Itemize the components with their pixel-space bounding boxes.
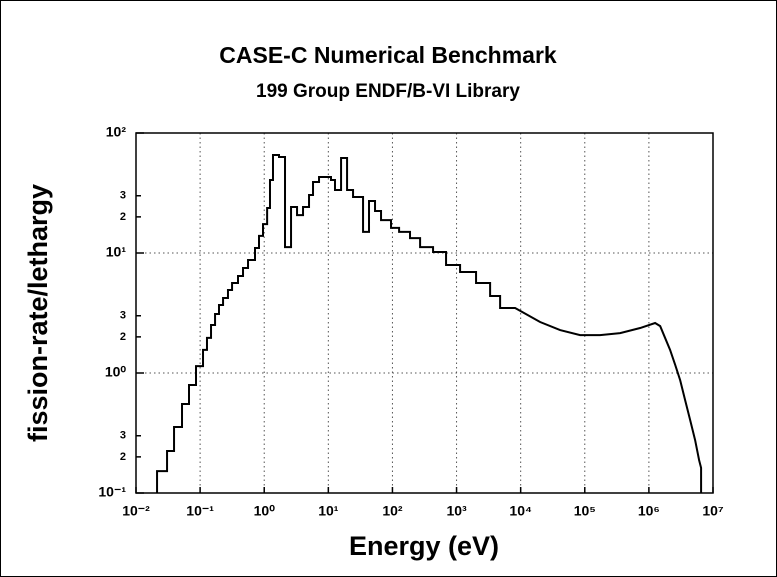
y-axis-label: fission-rate/lethargy [23, 184, 53, 442]
y-tick-label: 2 [120, 331, 126, 343]
x-tick-label: 10⁻¹ [186, 503, 214, 519]
y-tick-label: 3 [120, 310, 126, 322]
chart-title: CASE-C Numerical Benchmark [219, 42, 557, 68]
x-tick-label: 10⁵ [574, 503, 596, 519]
x-tick-label: 10⁶ [638, 503, 660, 519]
chart-subtitle: 199 Group ENDF/B-VI Library [256, 81, 520, 102]
y-tick-label: 10² [106, 124, 127, 140]
y-tick-label: 3 [120, 430, 126, 442]
y-tick-label: 2 [120, 451, 126, 463]
y-tick-label: 10⁻¹ [98, 484, 126, 500]
x-tick-label: 10⁻² [122, 503, 150, 519]
x-tick-label: 10³ [446, 503, 467, 519]
x-tick-label: 10⁷ [702, 503, 724, 519]
y-tick-label: 10¹ [106, 244, 127, 260]
x-tick-label: 10⁰ [254, 503, 276, 519]
y-tick-label: 3 [120, 190, 126, 202]
plot-frame [135, 132, 714, 494]
y-tick-label: 2 [120, 211, 126, 223]
x-axis-label: Energy (eV) [349, 531, 499, 561]
x-tick-label: 10¹ [318, 503, 339, 519]
y-tick-label: 10⁰ [105, 364, 127, 380]
x-tick-label: 10⁴ [509, 503, 532, 519]
x-tick-label: 10² [382, 503, 403, 519]
data-line [156, 153, 703, 493]
